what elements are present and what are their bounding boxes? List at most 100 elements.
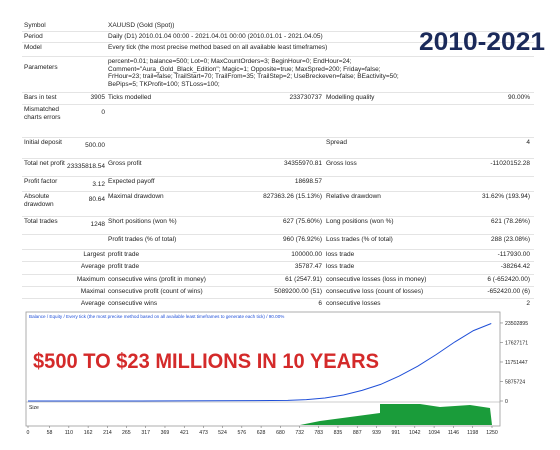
- field-value: Daily (D1) 2010.01.04 00:00 - 2021.04.01…: [108, 33, 323, 40]
- x-tick-label: 524: [218, 430, 227, 436]
- field-label: Gross loss: [326, 160, 357, 167]
- x-tick-label: 835: [334, 430, 343, 436]
- x-tick-label: 1042: [409, 430, 421, 436]
- x-tick-label: 1250: [486, 430, 498, 436]
- field-label: Bars in test: [24, 94, 57, 101]
- field-value: 1248: [90, 221, 105, 228]
- x-tick-label: 783: [314, 430, 323, 436]
- field-value: -652420.00 (6): [487, 288, 530, 295]
- graph-frame: [25, 311, 501, 427]
- row-separator: [22, 216, 534, 217]
- field-label: Total net profit: [24, 160, 65, 167]
- field-value: 35787.47: [294, 263, 322, 270]
- field-label: Maximum: [76, 276, 105, 283]
- field-label: Spread: [326, 139, 347, 146]
- x-tick-label: 162: [84, 430, 93, 436]
- field-value: XAUUSD (Gold (Spot)): [108, 22, 175, 29]
- field-value: 34355970.81: [284, 160, 322, 167]
- x-tick-label: 110: [65, 430, 73, 436]
- x-tick-label: 214: [103, 430, 112, 436]
- field-label: profit trade: [108, 263, 140, 270]
- row-separator: [22, 298, 534, 299]
- x-tick-label: 265: [122, 430, 131, 436]
- field-value: 61 (2547.91): [285, 276, 322, 283]
- field-value: 31.62% (193.94): [481, 193, 530, 200]
- x-tick-label: 991: [392, 430, 401, 436]
- field-label: consecutive loss (count of losses): [326, 288, 424, 295]
- y-tick-label: 11751447: [505, 360, 528, 366]
- field-label: Gross profit: [108, 160, 142, 167]
- field-value: 621 (78.26%): [490, 218, 530, 225]
- field-value: 23335818.54: [67, 163, 105, 170]
- field-label: Profit trades (% of total): [108, 236, 177, 243]
- field-value: 3.12: [92, 181, 105, 188]
- field-label: Average: [80, 263, 105, 270]
- field-value: 500.00: [85, 142, 105, 149]
- x-tick-label: 421: [180, 430, 189, 436]
- row-separator: [22, 274, 534, 275]
- row-separator: [22, 31, 534, 32]
- field-label: Symbol: [24, 22, 46, 29]
- field-value: 3905: [90, 94, 105, 101]
- field-value: 18698.57: [294, 178, 322, 185]
- field-value: 5089200.00 (51): [274, 288, 322, 295]
- field-label: consecutive losses: [326, 300, 381, 307]
- field-label: Parameters: [24, 64, 58, 71]
- row-separator: [22, 56, 534, 57]
- field-label: Relative drawdown: [326, 193, 381, 200]
- field-label: Maximal drawdown: [108, 193, 164, 200]
- x-tick-label: 369: [161, 430, 170, 436]
- graph-header: Balance / Equity / Every tick (the most …: [29, 314, 284, 319]
- x-tick-label: 732: [295, 430, 304, 436]
- field-label: Largest: [83, 251, 105, 258]
- x-tick-label: 0: [27, 430, 30, 436]
- field-label: Period: [24, 33, 43, 40]
- x-tick-label: 1094: [428, 430, 440, 436]
- field-label: Loss trades (% of total): [326, 236, 393, 243]
- field-label: consecutive wins (profit in money): [108, 276, 206, 283]
- field-label: Profit factor: [24, 178, 58, 185]
- row-separator: [22, 286, 534, 287]
- field-label: Modelling quality: [326, 94, 375, 101]
- field-label: loss trade: [326, 263, 355, 270]
- size-area: [300, 404, 492, 425]
- field-value: 827363.26 (15.13%): [263, 193, 322, 200]
- field-label: Mismatched charts errors: [24, 106, 61, 121]
- field-value: 288 (23.08%): [490, 236, 530, 243]
- field-label: consecutive losses (loss in money): [326, 276, 427, 283]
- y-tick-label: 23502895: [505, 321, 528, 327]
- x-tick-label: 317: [141, 430, 150, 436]
- field-label: Maximal: [80, 288, 105, 295]
- field-label: loss trade: [326, 251, 355, 258]
- x-tick-label: 887: [353, 430, 362, 436]
- field-value: 6: [318, 300, 322, 307]
- row-separator: [22, 158, 534, 159]
- row-separator: [22, 137, 534, 138]
- x-tick-label: 680: [276, 430, 285, 436]
- field-value: 80.64: [88, 196, 105, 203]
- field-value: -117930.00: [497, 251, 530, 258]
- field-value: 6 (-652420.00): [487, 276, 530, 283]
- row-separator: [22, 42, 534, 43]
- headline: $500 TO $23 MILLIONS IN 10 YEARS: [33, 350, 379, 373]
- size-label: Size: [29, 405, 39, 411]
- field-value: 100000.00: [291, 251, 322, 258]
- x-tick-label: 939: [372, 430, 381, 436]
- row-separator: [22, 249, 534, 250]
- field-value: -11020152.28: [490, 160, 530, 167]
- field-label: Absolute drawdown: [24, 193, 54, 208]
- field-label: profit trade: [108, 251, 140, 258]
- x-tick-label: 576: [237, 430, 246, 436]
- field-value: percent=0.01; balance=500; Lot=0; MaxCou…: [108, 58, 399, 88]
- field-label: Short positions (won %): [108, 218, 177, 225]
- field-value: 627 (75.60%): [282, 218, 322, 225]
- x-tick-label: 628: [257, 430, 266, 436]
- field-label: Average: [80, 300, 105, 307]
- x-tick-label: 1198: [467, 430, 478, 436]
- field-value: Every tick (the most precise method base…: [108, 44, 328, 51]
- balance-line: [27, 323, 492, 402]
- x-tick-label: 473: [199, 430, 208, 436]
- field-label: Total trades: [24, 218, 58, 225]
